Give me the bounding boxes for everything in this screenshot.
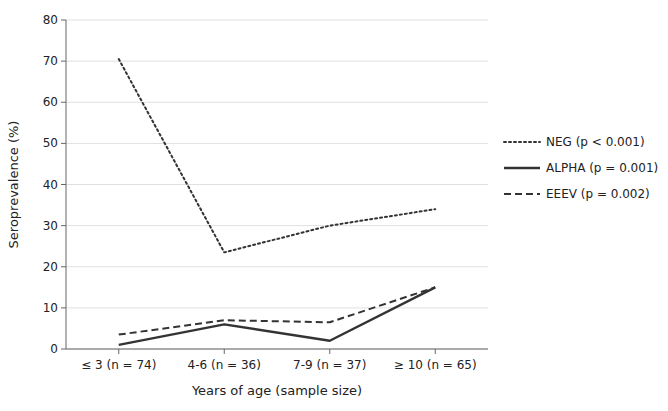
legend-swatch <box>504 193 540 195</box>
grid-line <box>66 20 488 21</box>
y-tick-label: 80 <box>43 13 58 27</box>
y-tick-label: 50 <box>43 136 58 150</box>
plot-area <box>119 59 436 345</box>
series-line <box>119 59 436 252</box>
legend-label: NEG (p < 0.001) <box>546 135 645 149</box>
y-tick <box>61 143 66 144</box>
x-tick-label: ≤ 3 (n = 74) <box>81 358 156 372</box>
y-tick <box>61 102 66 103</box>
grid-line <box>66 61 488 62</box>
y-tick <box>61 266 66 267</box>
y-tick-label: 30 <box>43 219 58 233</box>
x-tick-label: 7-9 (n = 37) <box>293 358 366 372</box>
legend-label: EEEV (p = 0.002) <box>546 187 650 201</box>
y-tick-label: 60 <box>43 95 58 109</box>
x-tick <box>118 349 119 354</box>
y-axis: 0 10 20 30 40 50 60 70 80 <box>43 13 488 356</box>
y-tick-label: 0 <box>50 342 58 356</box>
y-tick <box>61 61 66 62</box>
y-tick <box>61 20 66 21</box>
chart-container: 0 10 20 30 40 50 60 70 80 ≤ 3 (n = 74) 4-6 (n = 36… <box>0 0 668 411</box>
grid-line <box>66 307 488 308</box>
x-tick-label: 4-6 (n = 36) <box>188 358 261 372</box>
y-tick <box>61 349 66 350</box>
y-tick-label: 10 <box>43 301 58 315</box>
x-axis: ≤ 3 (n = 74) 4-6 (n = 36) 7-9 (n = 37) ≥ 10… <box>81 349 477 372</box>
y-axis-title: Seroprevalence (%) <box>6 121 21 249</box>
series-line <box>119 287 436 345</box>
grid-line <box>66 184 488 185</box>
legend-swatch <box>504 167 540 169</box>
grid-line <box>66 143 488 144</box>
grid-line <box>66 102 488 103</box>
y-axis-line <box>66 20 67 349</box>
x-axis-line <box>66 349 488 350</box>
legend-swatch <box>504 141 540 143</box>
y-tick-label: 20 <box>43 260 58 274</box>
y-tick-label: 70 <box>43 54 58 68</box>
x-tick <box>329 349 330 354</box>
y-tick <box>61 307 66 308</box>
x-tick-label: ≥ 10 (n = 65) <box>394 358 477 372</box>
x-tick <box>435 349 436 354</box>
legend-label: ALPHA (p = 0.001) <box>546 161 658 175</box>
x-axis-title: Years of age (sample size) <box>191 383 362 398</box>
x-tick <box>224 349 225 354</box>
y-tick <box>61 225 66 226</box>
y-tick <box>61 184 66 185</box>
grid-line <box>66 349 488 350</box>
series-line <box>119 287 436 334</box>
grid-line <box>66 225 488 226</box>
y-tick-label: 40 <box>43 178 58 192</box>
chart: 0 10 20 30 40 50 60 70 80 ≤ 3 (n = 74) 4-6 (n = 36… <box>0 0 668 411</box>
grid-line <box>66 266 488 267</box>
legend: NEG (p < 0.001) ALPHA (p = 0.001) EEEV (p … <box>504 135 658 201</box>
